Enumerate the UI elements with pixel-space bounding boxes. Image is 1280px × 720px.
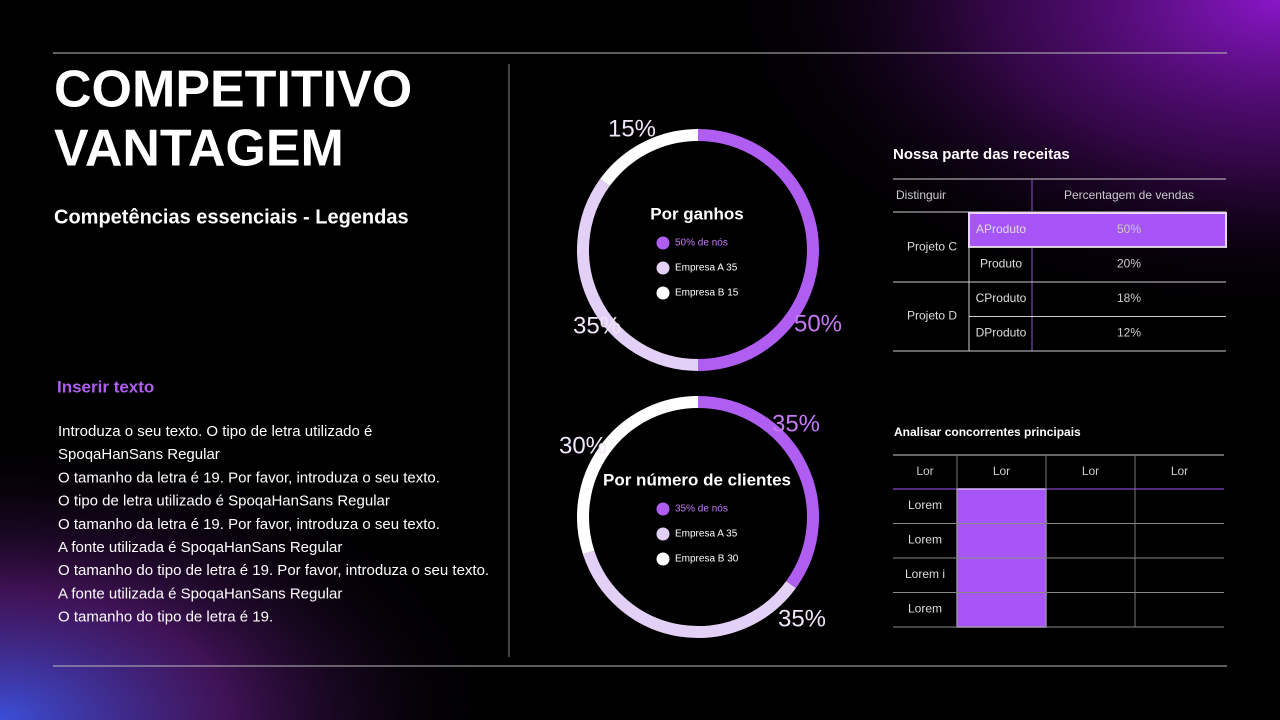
table-header: Lor <box>1171 464 1188 478</box>
paragraph-line: O tipo de letra utilizado é SpoqaHanSans… <box>58 493 390 510</box>
table-cell: 20% <box>1117 257 1141 271</box>
legend-swatch <box>656 236 670 250</box>
table-header: Percentagem de vendas <box>1064 188 1194 202</box>
legend-label: 35% de nós <box>675 504 728 515</box>
value-label: 35% <box>573 312 621 339</box>
value-label: 50% <box>794 310 842 337</box>
table-cell: CProduto <box>976 291 1027 305</box>
legend-label: Empresa B 15 <box>675 288 739 299</box>
value-label: 35% <box>772 410 820 437</box>
table-header: Lor <box>993 464 1010 478</box>
subtitle: Competências essenciais - Legendas <box>54 206 409 228</box>
table-cell: Produto <box>980 257 1022 271</box>
donut-segment <box>577 396 699 555</box>
paragraph-line: A fonte utilizada é SpoqaHanSans Regular <box>58 585 342 602</box>
table-cell: 12% <box>1117 326 1141 340</box>
legend-label: Empresa B 30 <box>675 554 739 565</box>
donut-segment <box>600 129 699 187</box>
table-header: Distinguir <box>896 188 946 202</box>
legend-swatch <box>656 502 670 516</box>
paragraph-line: SpoqaHanSans Regular <box>58 446 220 463</box>
table-cell: 50% <box>1117 222 1141 236</box>
table-header: Lor <box>1082 464 1099 478</box>
table-header: Lor <box>916 464 933 478</box>
donut-segment <box>697 129 819 371</box>
paragraph-line: O tamanho do tipo de letra é 19. Por fav… <box>58 562 489 579</box>
chart-title: Por número de clientes <box>603 470 791 489</box>
legend-label: Empresa A 35 <box>675 529 738 540</box>
paragraph-line: Introduza o seu texto. O tipo de letra u… <box>58 423 372 440</box>
table-cell: DProduto <box>976 326 1027 340</box>
table-title: Nossa parte das receitas <box>893 146 1070 163</box>
legend-label: Empresa A 35 <box>675 263 738 274</box>
row-label: Lorem i <box>905 567 945 581</box>
table-title: Analisar concorrentes principais <box>894 425 1081 439</box>
paragraph-line: O tamanho do tipo de letra é 19. <box>58 609 273 626</box>
legend-label: 50% de nós <box>675 238 728 249</box>
chart-title: Por ganhos <box>650 204 744 223</box>
table-cell: 18% <box>1117 291 1141 305</box>
donut-segment <box>577 178 699 371</box>
donut-segment <box>697 396 819 589</box>
title: COMPETITIVO <box>54 61 412 119</box>
group-label: Projeto D <box>907 309 957 323</box>
legend-swatch <box>656 261 670 275</box>
legend-swatch <box>656 527 670 541</box>
value-label: 30% <box>559 432 607 459</box>
row-label: Lorem <box>908 498 942 512</box>
group-label: Projeto C <box>907 240 957 254</box>
legend-swatch <box>656 552 670 566</box>
row-label: Lorem <box>908 602 942 616</box>
table-cell: AProduto <box>976 222 1026 236</box>
value-label: 15% <box>608 115 656 142</box>
row-label: Lorem <box>908 533 942 547</box>
paragraph-line: A fonte utilizada é SpoqaHanSans Regular <box>58 539 342 556</box>
title: VANTAGEM <box>54 120 344 178</box>
donut-segment <box>582 550 796 638</box>
legend-swatch <box>656 286 670 300</box>
value-label: 35% <box>778 605 826 632</box>
paragraph-line: O tamanho da letra é 19. Por favor, intr… <box>58 469 440 486</box>
text-heading: Inserir texto <box>57 377 154 396</box>
paragraph-line: O tamanho da letra é 19. Por favor, intr… <box>58 516 440 533</box>
